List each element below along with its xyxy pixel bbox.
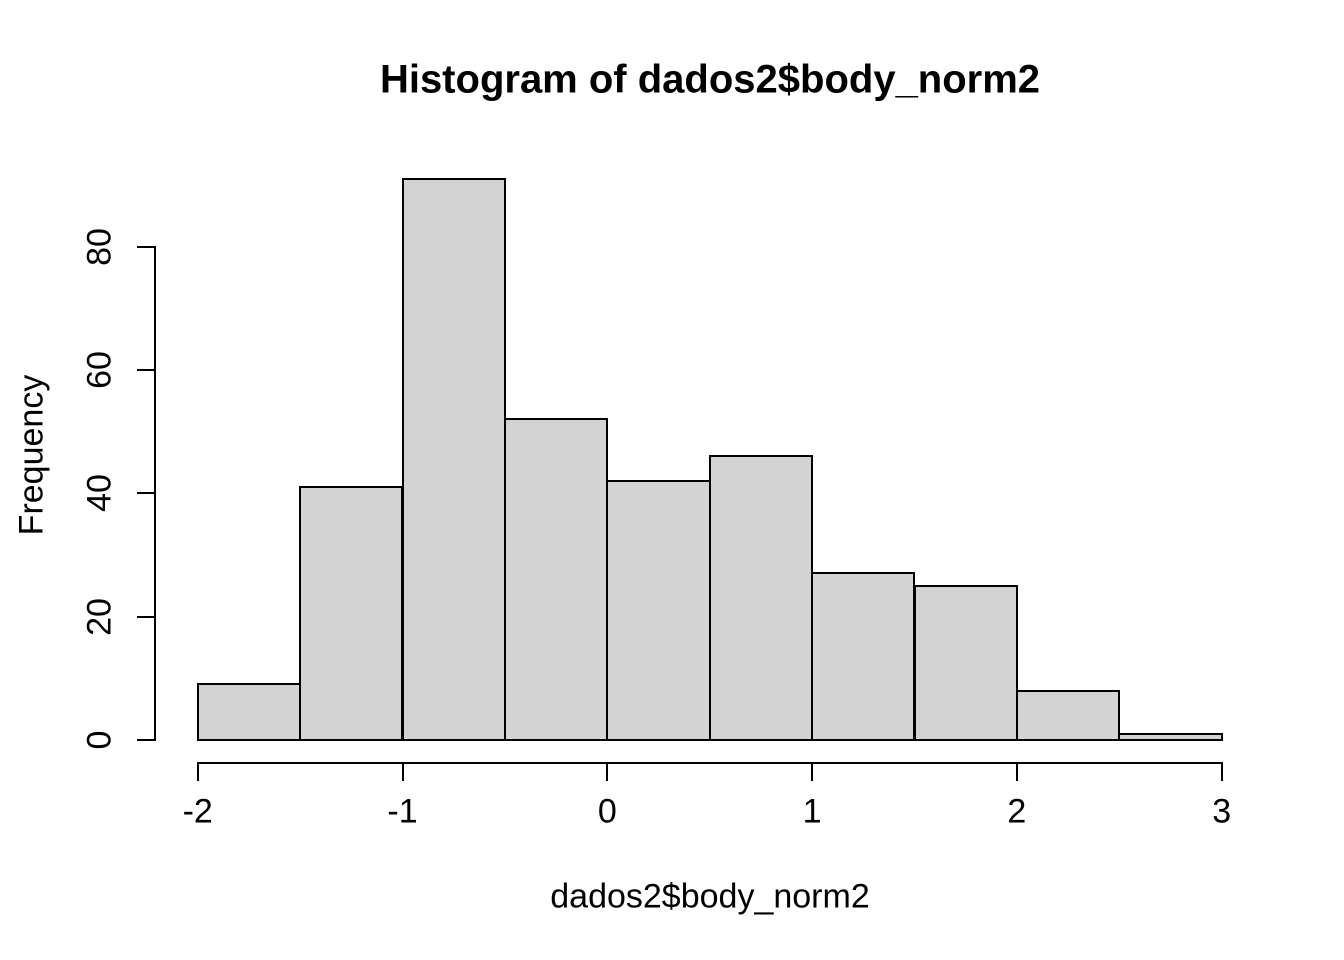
y-tick [137,492,155,495]
y-axis-line [154,245,156,741]
x-tick [401,763,404,782]
histogram-bar [1015,689,1121,741]
x-tick-label: 1 [802,792,822,831]
y-tick-label: 40 [80,474,119,513]
x-tick [606,763,609,782]
x-tick-label: 2 [1007,792,1027,831]
y-tick-label: 80 [80,227,119,266]
histogram-bar [299,486,404,741]
y-tick [137,368,155,371]
y-tick-label: 20 [80,597,119,636]
x-axis-label: dados2$body_norm2 [550,877,870,916]
histogram-bar [1118,732,1223,741]
x-tick-label: -2 [182,792,213,831]
x-tick [811,763,814,782]
y-tick [137,245,155,248]
x-tick-label: 3 [1212,792,1232,831]
x-axis-line [196,762,1223,765]
histogram-bar [913,584,1018,741]
x-tick [1220,763,1223,782]
histogram-bar [708,455,814,741]
y-tick-label: 0 [80,730,119,750]
x-tick [196,763,199,782]
x-tick [1015,763,1018,782]
x-tick-label: 0 [597,792,617,831]
chart-title: Histogram of dados2$body_norm2 [379,57,1041,102]
x-tick-label: -1 [387,792,418,831]
histogram-bar [503,418,609,741]
y-tick [137,615,155,618]
histogram-bar [606,479,711,741]
y-tick [137,739,155,741]
histogram-bar [811,572,916,741]
y-tick-label: 60 [80,351,119,389]
histogram-bar [401,177,506,741]
histogram-bar [196,683,302,741]
